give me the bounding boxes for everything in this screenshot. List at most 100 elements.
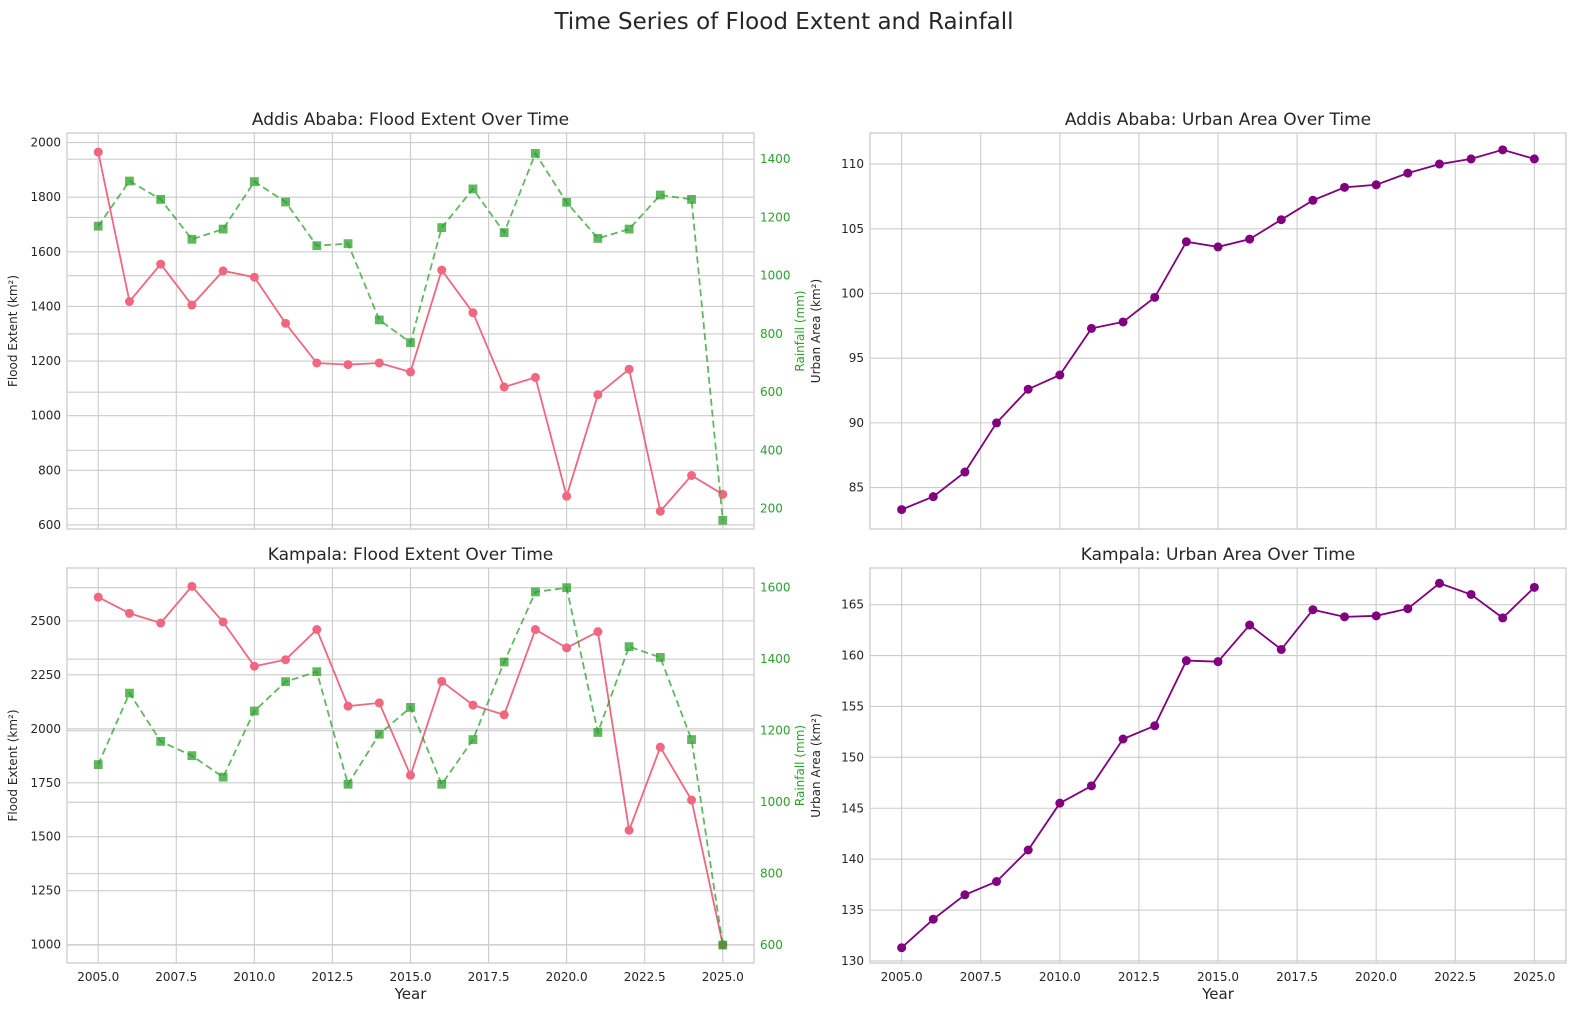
addis-flood-y-tick-label: 1400 — [30, 299, 61, 313]
addis-urban-series-0-point — [992, 418, 1002, 428]
addis-flood-y2-tick-label: 400 — [760, 443, 783, 457]
kampala-urban-series-0-point — [1340, 612, 1350, 622]
kampala-flood-y2-tick-label: 1200 — [760, 724, 791, 738]
addis-flood-y-tick-label: 800 — [38, 463, 61, 477]
addis-flood-y-axis-label: Flood Extent (km²) — [6, 275, 20, 387]
addis-flood-axes-frame — [66, 132, 755, 530]
kampala-flood-series-0-point — [312, 625, 322, 635]
addis-urban-series-0-point — [1055, 370, 1065, 380]
kampala-flood-title: Kampala: Flood Extent Over Time — [268, 545, 553, 565]
kampala-urban-series-0-point — [1529, 582, 1539, 592]
addis-flood-title: Addis Ababa: Flood Extent Over Time — [252, 110, 569, 130]
kampala-urban-series-0-point — [928, 914, 938, 924]
figure-title: Time Series of Flood Extent and Rainfall — [553, 9, 1013, 35]
kampala-urban-series-0-point — [1181, 656, 1191, 666]
kampala-flood-series-0-point — [187, 581, 197, 591]
kampala-urban-series-0-point — [1245, 620, 1255, 630]
kampala-flood-series-1-point — [562, 583, 572, 593]
addis-flood-y-tick-label: 1200 — [30, 354, 61, 368]
kampala-flood-series-0-point — [562, 643, 572, 653]
kampala-flood-x-tick-label: 2020.0 — [546, 970, 588, 984]
addis-urban-title: Addis Ababa: Urban Area Over Time — [1065, 110, 1371, 130]
addis-flood-series-1-point — [156, 194, 166, 204]
addis-urban-series-0-point — [960, 467, 970, 477]
addis-urban-series-0-point — [1308, 195, 1318, 205]
kampala-flood-series-0-point — [593, 627, 603, 637]
kampala-urban-axes-frame — [869, 567, 1567, 964]
kampala-urban-panel: 2005.0 2007.5 2010.0 2012.5 2015.0 2017.5 2020… — [809, 545, 1567, 1003]
addis-urban-series-0-point — [1529, 154, 1539, 164]
kampala-flood-y-axis-label: Flood Extent (km²) — [6, 709, 20, 821]
addis-flood-series-1-point — [655, 190, 665, 200]
kampala-flood-series-0-point — [218, 617, 228, 627]
addis-urban-series-0-point — [1213, 242, 1223, 252]
kampala-urban-series-0-point — [1150, 721, 1160, 731]
kampala-flood-y2-axis-label: Rainfall (mm) — [793, 725, 807, 806]
kampala-flood-y2-tick-label: 1000 — [760, 795, 791, 809]
kampala-urban-y-tick-label: 165 — [841, 598, 864, 612]
kampala-flood-y-tick-label: 2000 — [30, 722, 61, 736]
kampala-urban-x-axis-label: Year — [1201, 985, 1235, 1003]
kampala-urban-series-0-point — [1308, 605, 1318, 615]
addis-flood-series-1-point — [468, 184, 478, 194]
addis-urban-y-tick-label: 85 — [849, 481, 864, 495]
kampala-flood-series-1-point — [593, 728, 603, 737]
kampala-urban-series-0-point — [1434, 578, 1444, 588]
kampala-flood-y-tick-label: 1000 — [30, 938, 61, 952]
kampala-flood-series-0-point — [124, 608, 134, 618]
addis-flood-y2-tick-label: 1200 — [760, 210, 791, 224]
addis-flood-series-1-point — [125, 176, 134, 186]
addis-urban-series-0-point — [1181, 237, 1191, 247]
addis-flood-series-0-point — [156, 259, 166, 269]
kampala-flood-series-0-point — [156, 618, 166, 628]
kampala-flood-x-tick-label: 2012.5 — [311, 970, 353, 984]
addis-flood-series-0-point — [406, 367, 415, 377]
kampala-urban-series-0-point — [1466, 589, 1476, 599]
kampala-flood-panel: 2005.0 2007.5 2010.0 2012.5 2015.0 2017.5 2020… — [6, 545, 807, 1003]
addis-flood-series-0-point — [187, 300, 197, 310]
kampala-flood-series-1-point — [343, 779, 353, 789]
kampala-flood-series-1-point — [687, 735, 696, 744]
kampala-urban-series-0-point — [1118, 734, 1128, 744]
kampala-urban-series-0-point — [1055, 798, 1065, 808]
addis-flood-series-1-point — [624, 224, 634, 234]
kampala-flood-y-tick-label: 1750 — [30, 776, 61, 790]
addis-flood-series-1-point — [312, 241, 322, 251]
addis-flood-series-1-point — [531, 148, 540, 158]
addis-flood-series-1-point — [93, 221, 103, 231]
kampala-flood-series-0-point — [374, 698, 384, 708]
addis-urban-y-tick-label: 90 — [849, 416, 864, 430]
addis-flood-series-1-point — [187, 234, 197, 244]
addis-urban-series-0-point — [1466, 154, 1476, 164]
kampala-urban-series-0-point — [1086, 781, 1096, 791]
kampala-flood-series-0-point — [93, 592, 103, 602]
addis-urban-series-0-point — [897, 505, 907, 515]
kampala-urban-x-tick-label: 2020.0 — [1355, 970, 1397, 984]
kampala-flood-series-1-point — [187, 751, 197, 761]
kampala-flood-x-tick-label: 2022.5 — [624, 970, 666, 984]
kampala-flood-series-0-point — [468, 700, 478, 710]
addis-flood-series-0-point — [312, 358, 322, 368]
addis-urban-series-0-point — [1403, 168, 1413, 178]
kampala-flood-series-1-point — [312, 667, 322, 677]
addis-urban-series-0-point — [1086, 323, 1096, 333]
kampala-flood-axes-frame — [66, 567, 755, 964]
addis-flood-y2-tick-label: 600 — [760, 385, 783, 399]
addis-urban-series-0-point — [1434, 159, 1444, 169]
kampala-urban-y-tick-label: 135 — [841, 903, 864, 917]
kampala-urban-y-axis-label: Urban Area (km²) — [809, 713, 823, 817]
addis-flood-series-0-point — [593, 390, 603, 400]
addis-flood-series-0-point — [624, 364, 634, 374]
kampala-flood-series-0-point — [530, 625, 540, 635]
kampala-urban-y-tick-label: 130 — [841, 954, 864, 968]
kampala-flood-series-1-point — [374, 729, 384, 739]
kampala-flood-series-0-point — [406, 770, 415, 780]
kampala-flood-series-1-point — [531, 587, 540, 597]
addis-flood-series-1-point — [374, 315, 384, 325]
kampala-flood-series-1-point — [281, 677, 290, 687]
addis-flood-series-0-point — [468, 308, 478, 318]
kampala-flood-series-1-point — [718, 940, 728, 950]
kampala-flood-x-tick-label: 2010.0 — [233, 970, 275, 984]
kampala-urban-title: Kampala: Urban Area Over Time — [1081, 545, 1356, 565]
addis-flood-series-0-point — [562, 491, 572, 501]
